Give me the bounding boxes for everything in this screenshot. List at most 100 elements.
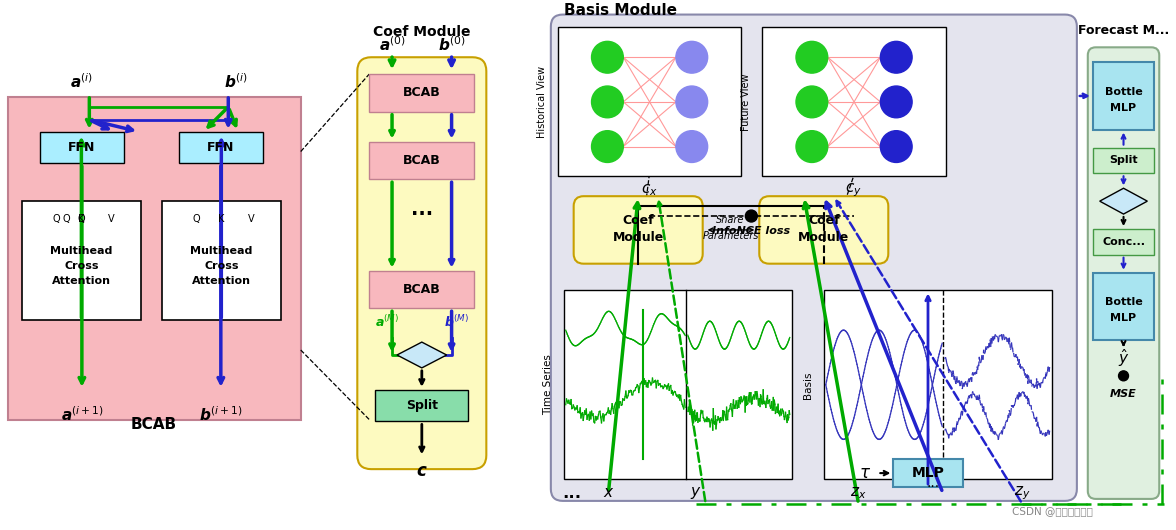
Circle shape [676, 131, 708, 163]
Circle shape [676, 41, 708, 73]
Bar [894, 459, 963, 487]
Text: $c_x$: $c_x$ [641, 182, 657, 198]
Bar [179, 131, 263, 163]
Text: $\tau$: $\tau$ [860, 464, 871, 482]
FancyBboxPatch shape [550, 14, 1077, 501]
Text: K: K [78, 214, 85, 224]
Bar [369, 271, 474, 308]
Bar [557, 28, 741, 176]
Text: Cross: Cross [65, 261, 99, 271]
Circle shape [592, 86, 623, 118]
Bar [1093, 272, 1155, 340]
Circle shape [592, 41, 623, 73]
Circle shape [881, 41, 913, 73]
FancyBboxPatch shape [1088, 47, 1160, 499]
Circle shape [676, 86, 708, 118]
Bar [563, 290, 791, 479]
Text: Coef: Coef [622, 214, 654, 226]
Text: $\boldsymbol{b}^{(i)}$: $\boldsymbol{b}^{(i)}$ [225, 73, 248, 91]
Text: Time Series: Time Series [543, 355, 553, 415]
FancyBboxPatch shape [760, 196, 888, 264]
Text: $c_y$: $c_y$ [846, 181, 862, 199]
Text: Module: Module [799, 232, 849, 244]
Text: Conc...: Conc... [1102, 237, 1145, 247]
Text: InfoNCE loss: InfoNCE loss [713, 226, 790, 236]
Text: Module: Module [613, 232, 663, 244]
Bar [762, 28, 946, 176]
Text: $\boldsymbol{b}^{(M)}$: $\boldsymbol{b}^{(M)}$ [445, 314, 469, 330]
Text: $\boldsymbol{a}^{(M)}$: $\boldsymbol{a}^{(M)}$ [375, 314, 399, 330]
Text: Split: Split [1109, 155, 1138, 165]
FancyBboxPatch shape [574, 196, 703, 264]
Text: Q: Q [193, 214, 200, 224]
Text: $\hat{y}$: $\hat{y}$ [1117, 347, 1129, 369]
Bar [8, 97, 301, 420]
Text: Attention: Attention [52, 276, 111, 286]
Bar [1093, 147, 1155, 173]
Text: V: V [108, 214, 114, 224]
Text: $\boldsymbol{a}^{(0)}$: $\boldsymbol{a}^{(0)}$ [379, 35, 406, 54]
Text: Parameters: Parameters [702, 231, 759, 241]
Text: Historical View: Historical View [537, 66, 547, 138]
Text: ...: ... [927, 476, 940, 490]
Text: Future View: Future View [741, 73, 751, 131]
Text: BCAB: BCAB [403, 283, 441, 296]
Bar [40, 131, 123, 163]
Text: FFN: FFN [68, 141, 95, 154]
Text: Basis: Basis [803, 371, 813, 399]
Text: Multihead: Multihead [191, 246, 253, 256]
Circle shape [796, 131, 828, 163]
Text: Cross: Cross [205, 261, 239, 271]
Text: Forecast M...: Forecast M... [1078, 24, 1169, 37]
Circle shape [1118, 371, 1129, 381]
Text: Split: Split [406, 399, 437, 412]
Text: Coef: Coef [808, 214, 840, 226]
Circle shape [796, 41, 828, 73]
Text: ...: ... [562, 484, 581, 502]
Text: $\boldsymbol{a}^{(i)}$: $\boldsymbol{a}^{(i)}$ [69, 73, 93, 91]
Text: Q: Q [78, 214, 85, 224]
Text: MLP: MLP [911, 466, 944, 480]
Text: ...: ... [410, 200, 433, 218]
Text: Share: Share [716, 215, 744, 225]
Text: $z_y$: $z_y$ [1014, 484, 1030, 502]
Text: Multihead: Multihead [51, 246, 113, 256]
FancyBboxPatch shape [358, 57, 487, 469]
Text: Basis Module: Basis Module [563, 3, 677, 18]
Text: $\boldsymbol{a}^{(i+1)}$: $\boldsymbol{a}^{(i+1)}$ [60, 405, 103, 424]
Text: MLP: MLP [1110, 103, 1136, 113]
Bar [823, 290, 1053, 479]
Text: Q: Q [62, 214, 71, 224]
Bar [22, 201, 141, 320]
Text: MLP: MLP [1110, 313, 1136, 323]
Polygon shape [1100, 188, 1148, 214]
Text: CSDN @机器学习之心: CSDN @机器学习之心 [1013, 506, 1094, 516]
Text: $\boldsymbol{c}$: $\boldsymbol{c}$ [416, 462, 428, 480]
Polygon shape [397, 342, 447, 368]
Text: Coef Module: Coef Module [373, 25, 470, 39]
Bar [1093, 229, 1155, 255]
Text: $x$: $x$ [602, 485, 614, 500]
Circle shape [796, 86, 828, 118]
Bar [375, 390, 468, 421]
Text: Bottle: Bottle [1104, 87, 1142, 97]
Bar [369, 74, 474, 112]
Bar [1093, 62, 1155, 130]
Circle shape [881, 86, 913, 118]
Text: Q: Q [53, 214, 60, 224]
Text: Bottle: Bottle [1104, 297, 1142, 307]
Text: FFN: FFN [207, 141, 234, 154]
Text: $\boldsymbol{b}^{(i+1)}$: $\boldsymbol{b}^{(i+1)}$ [199, 405, 242, 424]
Text: BCAB: BCAB [403, 154, 441, 167]
Text: MSE: MSE [1110, 388, 1137, 399]
Circle shape [746, 210, 757, 222]
Bar [369, 142, 474, 179]
Circle shape [881, 131, 913, 163]
Text: $\boldsymbol{b}^{(0)}$: $\boldsymbol{b}^{(0)}$ [437, 35, 466, 54]
Text: BCAB: BCAB [131, 417, 176, 432]
Text: V: V [248, 214, 254, 224]
Text: BCAB: BCAB [403, 86, 441, 100]
Text: $z_x$: $z_x$ [850, 485, 867, 501]
Bar [162, 201, 281, 320]
Text: Attention: Attention [192, 276, 250, 286]
